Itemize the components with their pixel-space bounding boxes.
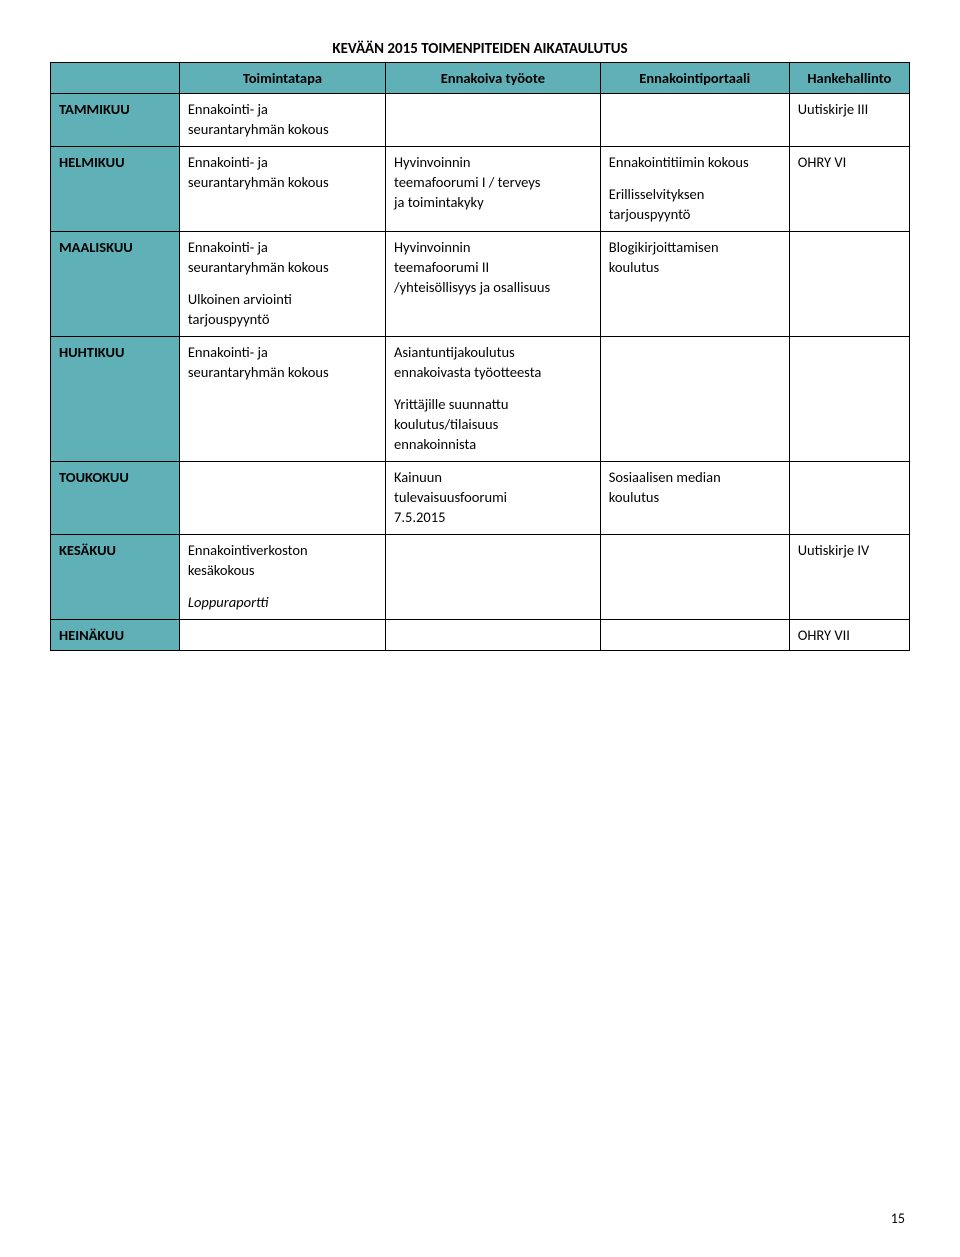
header-hankehallinto: Hankehallinto bbox=[789, 63, 909, 94]
month-label-maaliskuu: MAALISKUU bbox=[51, 232, 180, 337]
cell-tammikuu-portaali bbox=[600, 94, 789, 147]
cell-text: /yhteisöllisyys ja osallisuus bbox=[394, 278, 592, 296]
cell-heinakuu-tapa bbox=[179, 620, 385, 651]
cell-text: Ulkoinen arviointi bbox=[188, 290, 377, 308]
cell-maaliskuu-hallinto bbox=[789, 232, 909, 337]
cell-huhtikuu-portaali bbox=[600, 337, 789, 462]
month-label-kesakuu: KESÄKUU bbox=[51, 535, 180, 620]
cell-text: ja toimintakyky bbox=[394, 193, 592, 211]
cell-text: seurantaryhmän kokous bbox=[188, 173, 377, 191]
cell-toukokuu-portaali: Sosiaalisen median koulutus bbox=[600, 462, 789, 535]
cell-text: Asiantuntijakoulutus bbox=[394, 343, 592, 361]
cell-heinakuu-portaali bbox=[600, 620, 789, 651]
table-row: TAMMIKUU Ennakointi- ja seurantaryhmän k… bbox=[51, 94, 910, 147]
document-title: KEVÄÄN 2015 TOIMENPITEIDEN AIKATAULUTUS bbox=[50, 40, 910, 58]
cell-text: koulutus/tilaisuus bbox=[394, 415, 592, 433]
table-row: KESÄKUU Ennakointiverkoston kesäkokous L… bbox=[51, 535, 910, 620]
page-number: 15 bbox=[891, 1210, 905, 1227]
cell-text: teemafoorumi I / terveys bbox=[394, 173, 592, 191]
cell-text: Hyvinvoinnin bbox=[394, 238, 592, 256]
cell-maaliskuu-portaali: Blogikirjoittamisen koulutus bbox=[600, 232, 789, 337]
cell-text: tulevaisuusfoorumi bbox=[394, 488, 592, 506]
cell-text: Ennakointitiimin kokous bbox=[609, 153, 781, 171]
cell-tammikuu-tyote bbox=[386, 94, 601, 147]
cell-text: Yrittäjille suunnattu bbox=[394, 395, 592, 413]
cell-kesakuu-tapa: Ennakointiverkoston kesäkokous Loppurapo… bbox=[179, 535, 385, 620]
cell-toukokuu-tyote: Kainuun tulevaisuusfoorumi 7.5.2015 bbox=[386, 462, 601, 535]
cell-helmikuu-tyote: Hyvinvoinnin teemafoorumi I / terveys ja… bbox=[386, 147, 601, 232]
table-row: MAALISKUU Ennakointi- ja seurantaryhmän … bbox=[51, 232, 910, 337]
cell-helmikuu-portaali: Ennakointitiimin kokous Erillisselvityks… bbox=[600, 147, 789, 232]
cell-text: Erillisselvityksen bbox=[609, 185, 781, 203]
header-blank bbox=[51, 63, 180, 94]
cell-text: tarjouspyyntö bbox=[188, 310, 377, 328]
cell-text: Sosiaalisen median bbox=[609, 468, 781, 486]
table-row: TOUKOKUU Kainuun tulevaisuusfoorumi 7.5.… bbox=[51, 462, 910, 535]
cell-kesakuu-tyote bbox=[386, 535, 601, 620]
header-ennakointiportaali: Ennakointiportaali bbox=[600, 63, 789, 94]
month-label-heinakuu: HEINÄKUU bbox=[51, 620, 180, 651]
cell-text: seurantaryhmän kokous bbox=[188, 120, 377, 138]
cell-toukokuu-tapa bbox=[179, 462, 385, 535]
cell-text-italic: Loppuraportti bbox=[188, 593, 377, 611]
cell-huhtikuu-hallinto bbox=[789, 337, 909, 462]
cell-text: seurantaryhmän kokous bbox=[188, 258, 377, 276]
cell-kesakuu-hallinto: Uutiskirje IV bbox=[789, 535, 909, 620]
header-ennakoiva-tyote: Ennakoiva työote bbox=[386, 63, 601, 94]
cell-text: Kainuun bbox=[394, 468, 592, 486]
cell-heinakuu-tyote bbox=[386, 620, 601, 651]
cell-text: ennakoinnista bbox=[394, 435, 592, 453]
cell-text: seurantaryhmän kokous bbox=[188, 363, 377, 381]
cell-text: kesäkokous bbox=[188, 561, 377, 579]
cell-text: tarjouspyyntö bbox=[609, 205, 781, 223]
schedule-table: Toimintatapa Ennakoiva työote Ennakointi… bbox=[50, 62, 910, 651]
cell-huhtikuu-tyote: Asiantuntijakoulutus ennakoivasta työott… bbox=[386, 337, 601, 462]
cell-text: Hyvinvoinnin bbox=[394, 153, 592, 171]
header-toimintatapa: Toimintatapa bbox=[179, 63, 385, 94]
cell-helmikuu-hallinto: OHRY VI bbox=[789, 147, 909, 232]
cell-helmikuu-tapa: Ennakointi- ja seurantaryhmän kokous bbox=[179, 147, 385, 232]
month-label-toukokuu: TOUKOKUU bbox=[51, 462, 180, 535]
cell-text: koulutus bbox=[609, 488, 781, 506]
table-row: HELMIKUU Ennakointi- ja seurantaryhmän k… bbox=[51, 147, 910, 232]
cell-text: Ennakointi- ja bbox=[188, 238, 377, 256]
cell-text: Ennakointiverkoston bbox=[188, 541, 377, 559]
cell-text: ennakoivasta työotteesta bbox=[394, 363, 592, 381]
month-label-helmikuu: HELMIKUU bbox=[51, 147, 180, 232]
cell-text: 7.5.2015 bbox=[394, 508, 592, 526]
cell-maaliskuu-tyote: Hyvinvoinnin teemafoorumi II /yhteisölli… bbox=[386, 232, 601, 337]
month-label-tammikuu: TAMMIKUU bbox=[51, 94, 180, 147]
cell-tammikuu-tapa: Ennakointi- ja seurantaryhmän kokous bbox=[179, 94, 385, 147]
table-header-row: Toimintatapa Ennakoiva työote Ennakointi… bbox=[51, 63, 910, 94]
cell-heinakuu-hallinto: OHRY VII bbox=[789, 620, 909, 651]
cell-kesakuu-portaali bbox=[600, 535, 789, 620]
cell-text: Blogikirjoittamisen bbox=[609, 238, 781, 256]
table-row: HEINÄKUU OHRY VII bbox=[51, 620, 910, 651]
cell-text: Ennakointi- ja bbox=[188, 100, 377, 118]
cell-text: koulutus bbox=[609, 258, 781, 276]
cell-text: Ennakointi- ja bbox=[188, 153, 377, 171]
cell-tammikuu-hallinto: Uutiskirje III bbox=[789, 94, 909, 147]
cell-text: teemafoorumi II bbox=[394, 258, 592, 276]
cell-maaliskuu-tapa: Ennakointi- ja seurantaryhmän kokous Ulk… bbox=[179, 232, 385, 337]
table-row: HUHTIKUU Ennakointi- ja seurantaryhmän k… bbox=[51, 337, 910, 462]
cell-text: Ennakointi- ja bbox=[188, 343, 377, 361]
cell-huhtikuu-tapa: Ennakointi- ja seurantaryhmän kokous bbox=[179, 337, 385, 462]
month-label-huhtikuu: HUHTIKUU bbox=[51, 337, 180, 462]
cell-toukokuu-hallinto bbox=[789, 462, 909, 535]
